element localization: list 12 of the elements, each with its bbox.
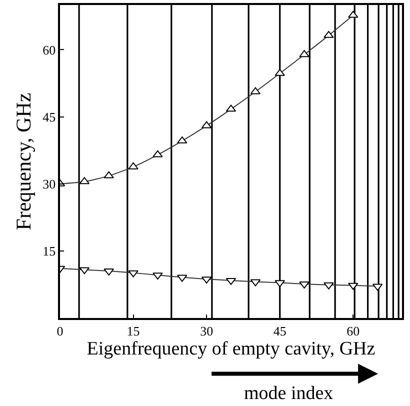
x-tick-label: 45 [273, 323, 286, 338]
y-axis-title: Frequency, GHz [11, 92, 36, 230]
x-axis-title: Eigenfrequency of empty cavity, GHz [86, 338, 376, 360]
x-tick-label: 0 [56, 323, 64, 338]
y-tick-label: 30 [42, 176, 56, 192]
x-tick-label: 15 [126, 323, 140, 338]
y-tick-label: 60 [42, 42, 56, 58]
y-tick-label: 45 [42, 109, 56, 124]
x-tick-label: 60 [346, 323, 360, 338]
y-tick-label: 15 [42, 243, 56, 258]
text: mode index [244, 383, 334, 404]
x-tick-label: 30 [200, 323, 214, 338]
